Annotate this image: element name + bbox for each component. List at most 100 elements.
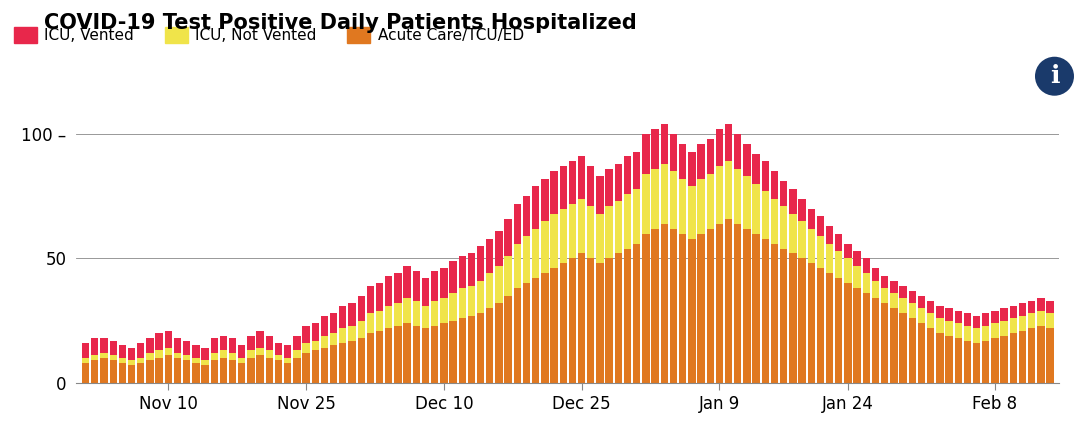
Bar [403, 323, 411, 383]
Bar [440, 323, 448, 383]
Bar [752, 154, 760, 184]
Bar [715, 166, 723, 224]
Bar [174, 353, 181, 358]
Bar [146, 338, 154, 353]
Bar [394, 273, 402, 303]
Bar [679, 179, 687, 234]
Bar [330, 345, 337, 383]
Bar [1019, 303, 1026, 315]
Bar [752, 184, 760, 234]
Bar [340, 343, 346, 383]
Text: COVID-19 Test Positive Daily Patients Hospitalized: COVID-19 Test Positive Daily Patients Ho… [44, 13, 637, 33]
Bar [624, 249, 631, 383]
Bar [257, 330, 264, 348]
Bar [413, 271, 420, 301]
Bar [1037, 326, 1045, 383]
Bar [559, 264, 567, 383]
Bar [513, 243, 521, 288]
Bar [119, 345, 126, 358]
Bar [679, 144, 687, 179]
Bar [229, 353, 236, 360]
Bar [964, 313, 971, 326]
Bar [936, 318, 943, 333]
Bar [669, 172, 677, 229]
Bar [587, 258, 594, 383]
Bar [615, 253, 622, 383]
Bar [900, 298, 906, 313]
Bar [431, 271, 438, 301]
Bar [413, 326, 420, 383]
Bar [385, 276, 392, 306]
Bar [587, 166, 594, 206]
Bar [265, 351, 273, 358]
Bar [192, 363, 200, 383]
Bar [146, 353, 154, 360]
Bar [348, 303, 356, 326]
Bar [761, 161, 769, 191]
Bar [744, 144, 750, 176]
Bar [863, 293, 870, 383]
Bar [138, 363, 144, 383]
Bar [1010, 306, 1017, 318]
Bar [1000, 336, 1008, 383]
Bar [707, 174, 714, 229]
Bar [82, 358, 90, 363]
Bar [505, 296, 512, 383]
Bar [890, 281, 898, 293]
Bar [844, 283, 852, 383]
Bar [211, 353, 218, 360]
Bar [973, 315, 981, 328]
Bar [936, 306, 943, 318]
Bar [605, 169, 613, 206]
Bar [615, 201, 622, 253]
Bar [109, 341, 117, 356]
Bar [917, 296, 925, 308]
Bar [982, 341, 989, 383]
Bar [798, 221, 806, 258]
Bar [559, 209, 567, 264]
Bar [871, 268, 879, 281]
Bar [138, 358, 144, 363]
Bar [927, 301, 935, 313]
Bar [219, 336, 227, 351]
Bar [725, 161, 733, 219]
Bar [100, 338, 108, 353]
Bar [146, 360, 154, 383]
Bar [1037, 298, 1045, 311]
Bar [496, 266, 502, 303]
Bar [780, 181, 787, 206]
Bar [808, 209, 815, 229]
Bar [459, 288, 466, 318]
Bar [82, 363, 90, 383]
Bar [513, 204, 521, 243]
Bar [642, 234, 650, 383]
Bar [734, 169, 741, 224]
Bar [183, 356, 190, 360]
Bar [715, 129, 723, 166]
Bar [459, 318, 466, 383]
Bar [422, 306, 429, 328]
Bar [238, 358, 246, 363]
Bar [780, 206, 787, 249]
Bar [284, 363, 292, 383]
Bar [257, 356, 264, 383]
Bar [376, 330, 383, 383]
Bar [302, 343, 310, 353]
Bar [265, 336, 273, 351]
Text: ℹ: ℹ [1049, 64, 1059, 88]
Bar [183, 341, 190, 356]
Bar [652, 229, 658, 383]
Bar [826, 226, 833, 243]
Bar [294, 358, 300, 383]
Bar [284, 358, 292, 363]
Bar [744, 176, 750, 229]
Bar [642, 134, 650, 174]
Bar [936, 333, 943, 383]
Bar [587, 206, 594, 258]
Bar [211, 338, 218, 353]
Bar [761, 191, 769, 238]
Bar [385, 306, 392, 328]
Bar [302, 353, 310, 383]
Bar [376, 311, 383, 330]
Bar [422, 328, 429, 383]
